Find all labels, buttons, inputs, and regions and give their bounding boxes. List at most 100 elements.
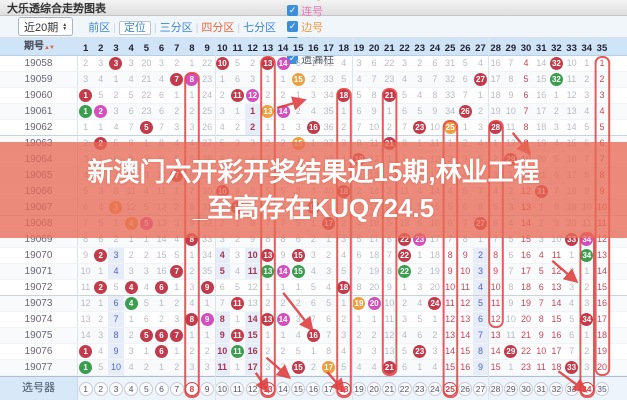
- picker-ball-21[interactable]: 21: [382, 381, 397, 396]
- miss-cell: 6: [159, 106, 165, 116]
- picker-ball-34[interactable]: 34: [579, 381, 594, 396]
- picker-ball-26[interactable]: 26: [458, 381, 473, 396]
- drawn-ball: 4: [124, 281, 138, 294]
- miss-cell: 8: [523, 122, 529, 132]
- picker-ball-23[interactable]: 23: [412, 381, 427, 396]
- picker-ball-19[interactable]: 19: [351, 381, 366, 396]
- miss-cell: 2: [584, 74, 590, 84]
- picker-cell: 31: [534, 377, 549, 400]
- column-header-31: 31: [535, 43, 547, 54]
- sort-icon: ▲▼: [44, 45, 55, 51]
- miss-cell: 6: [371, 58, 377, 68]
- picker-ball-18[interactable]: 18: [336, 381, 351, 396]
- picker-ball-5[interactable]: 5: [139, 381, 154, 396]
- picker-ball-22[interactable]: 22: [397, 381, 412, 396]
- picker-ball-31[interactable]: 31: [534, 381, 549, 396]
- miss-cell: 2: [295, 106, 301, 116]
- ball-cell: 22: [397, 264, 412, 279]
- picker-ball-7[interactable]: 7: [169, 381, 184, 396]
- picker-ball-3[interactable]: 3: [108, 381, 123, 396]
- miss-cell: 11: [80, 282, 91, 292]
- picker-ball-15[interactable]: 15: [291, 381, 306, 396]
- miss-cell: 9: [280, 250, 286, 260]
- miss-cell: 18: [521, 282, 532, 292]
- table-row: 19070 9 2 3 2 2 15 5 1 34 4 3 10 13 9 15 3 2 4 6 18 7 22 1 18 8 9 2…: [0, 248, 627, 264]
- miss-cell: 11: [536, 362, 546, 372]
- ball-cell: 27: [473, 72, 488, 87]
- picker-ball-30[interactable]: 30: [519, 381, 534, 396]
- picker-ball-4[interactable]: 4: [124, 381, 139, 396]
- tab-三分区[interactable]: 三分区: [159, 21, 193, 34]
- picker-ball-11[interactable]: 11: [230, 381, 245, 396]
- miss-cell: 10: [566, 58, 577, 68]
- drawn-ball: 18: [337, 89, 351, 102]
- drawn-ball: 32: [549, 73, 563, 86]
- checkbox-重号[interactable]: ✓重号: [287, 0, 334, 3]
- ball-cell: 14: [275, 104, 290, 119]
- picker-ball-2[interactable]: 2: [93, 381, 108, 396]
- picker-ball-14[interactable]: 14: [276, 381, 291, 396]
- picker-ball-17[interactable]: 17: [321, 381, 336, 396]
- column-header-22: 22: [399, 43, 410, 54]
- column-header-25: 25: [444, 43, 456, 54]
- picker-ball-6[interactable]: 6: [154, 381, 169, 396]
- tab-四分区[interactable]: 四分区: [201, 21, 235, 34]
- picker-ball-27[interactable]: 27: [473, 381, 488, 396]
- miss-cell: 21: [521, 330, 532, 340]
- miss-cell: 2: [477, 106, 483, 116]
- miss-cell: 17: [536, 106, 547, 116]
- table-row: 19074 13 2 7 1 6 2 3 8 9 8 1 14 13 14 3 7 6 2 1 1 11 3 5 1 12 13 6 1…: [0, 312, 627, 328]
- miss-cell: 1: [189, 90, 195, 100]
- period-header[interactable]: 期号▲▼: [24, 41, 55, 52]
- miss-cell: 17: [429, 234, 440, 244]
- drawn-ball: 13: [261, 57, 275, 70]
- miss-cell: 25: [202, 106, 213, 116]
- miss-cell: 16: [536, 90, 547, 100]
- miss-cell: 1: [477, 234, 483, 244]
- picker-cell: 28: [488, 377, 503, 400]
- column-header-24: 24: [429, 43, 441, 54]
- miss-cell: 6: [356, 106, 362, 116]
- range-selector-value: 近20期: [24, 21, 59, 34]
- miss-cell: 15: [490, 362, 501, 372]
- miss-cell: 4: [234, 266, 240, 276]
- tab-定位[interactable]: 定位: [118, 20, 151, 35]
- picker-ball-16[interactable]: 16: [306, 381, 321, 396]
- picker-ball-8[interactable]: 8: [184, 381, 199, 396]
- picker-ball-24[interactable]: 24: [427, 381, 442, 396]
- miss-cell: 3: [143, 266, 149, 276]
- picker-ball-29[interactable]: 29: [503, 381, 518, 396]
- miss-cell: 35: [323, 106, 334, 116]
- miss-cell: 10: [80, 266, 91, 276]
- column-header-27: 27: [475, 43, 486, 54]
- picker-ball-33[interactable]: 33: [564, 381, 579, 396]
- miss-cell: 6: [462, 74, 468, 84]
- miss-cell: 8: [432, 90, 438, 100]
- column-header-14: 14: [277, 43, 289, 54]
- miss-cell: 1: [417, 362, 423, 372]
- updown-arrow-icon: ▲ ▼: [62, 21, 68, 32]
- picker-ball-9[interactable]: 9: [200, 381, 215, 396]
- tab-七分区[interactable]: 七分区: [243, 21, 277, 34]
- miss-cell: 3: [371, 346, 377, 356]
- picker-ball-25[interactable]: 25: [443, 381, 458, 396]
- range-selector[interactable]: 近20期 ▲ ▼: [18, 17, 74, 36]
- picker-ball-12[interactable]: 12: [245, 381, 260, 396]
- miss-cell: 3: [553, 122, 559, 132]
- picker-ball-13[interactable]: 13: [260, 381, 275, 396]
- tab-前区[interactable]: 前区: [88, 21, 111, 34]
- miss-cell: 3: [417, 282, 423, 292]
- checkbox-连号[interactable]: ✓ 连号: [287, 3, 334, 19]
- miss-cell: 3: [295, 122, 301, 132]
- miss-cell: 4: [371, 362, 377, 372]
- picker-ball-10[interactable]: 10: [215, 381, 230, 396]
- checkbox-遗漏柱[interactable]: ✓ 遗漏柱: [287, 51, 334, 67]
- checkbox-边号[interactable]: ✓ 边号: [287, 19, 334, 35]
- picker-ball-32[interactable]: 32: [549, 381, 564, 396]
- ball-cell: 21: [382, 360, 397, 375]
- picker-cell: 26: [458, 377, 473, 400]
- picker-ball-1[interactable]: 1: [78, 381, 93, 396]
- picker-ball-28[interactable]: 28: [488, 381, 503, 396]
- picker-ball-35[interactable]: 35: [594, 381, 609, 396]
- picker-ball-20[interactable]: 20: [367, 381, 382, 396]
